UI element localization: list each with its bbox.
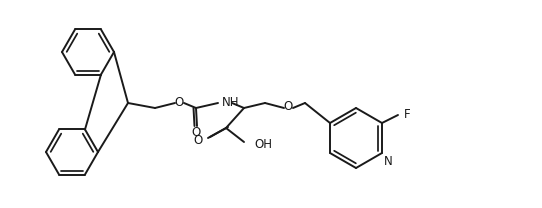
Text: O: O xyxy=(193,135,203,147)
Text: F: F xyxy=(404,108,411,120)
Text: NH: NH xyxy=(222,95,240,109)
Text: O: O xyxy=(191,126,201,140)
Text: N: N xyxy=(384,155,393,168)
Text: O: O xyxy=(175,95,184,109)
Text: OH: OH xyxy=(254,139,272,151)
Text: O: O xyxy=(283,100,293,114)
